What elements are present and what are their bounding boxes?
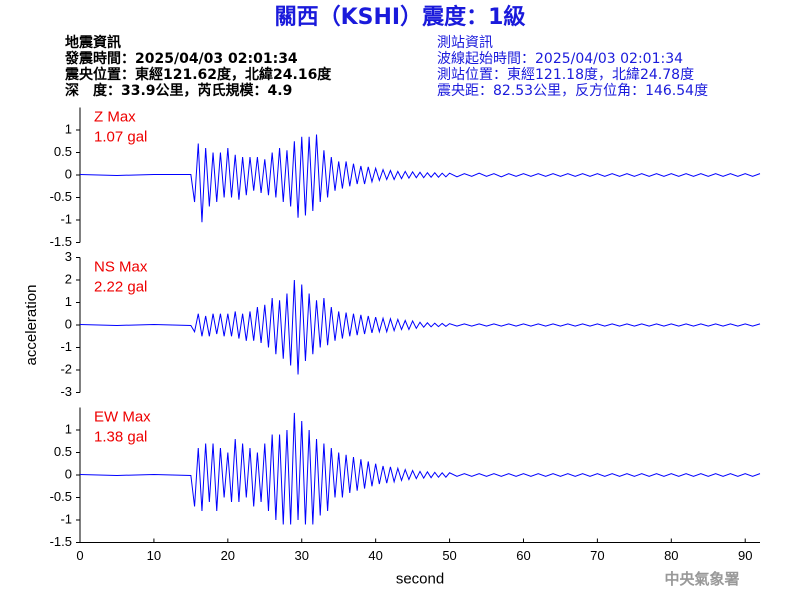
y-tick-label: -1.5 bbox=[50, 234, 72, 249]
y-tick-label: 1 bbox=[65, 294, 72, 309]
x-tick-label: 80 bbox=[664, 548, 678, 563]
x-tick-label: 10 bbox=[147, 548, 161, 563]
x-tick-label: 40 bbox=[368, 548, 382, 563]
x-tick-label: 70 bbox=[590, 548, 604, 563]
max-value: 2.22 gal bbox=[94, 278, 147, 295]
y-tick-label: -1 bbox=[60, 211, 72, 226]
y-tick-label: -1.5 bbox=[50, 534, 72, 549]
y-axis-label: acceleration bbox=[23, 285, 40, 366]
y-tick-label: 0.5 bbox=[54, 144, 72, 159]
y-tick-label: -0.5 bbox=[50, 489, 72, 504]
component-label: NS Max bbox=[94, 258, 148, 275]
waveform bbox=[79, 134, 761, 223]
y-tick-label: 0 bbox=[65, 466, 72, 481]
y-tick-label: -0.5 bbox=[50, 189, 72, 204]
station-info: 測站位置：東經121.18度，北緯24.78度 bbox=[437, 67, 694, 83]
y-tick-label: -1 bbox=[60, 511, 72, 526]
y-tick-label: -3 bbox=[60, 384, 72, 399]
y-tick-label: 3 bbox=[65, 249, 72, 264]
y-tick-label: 2 bbox=[65, 271, 72, 286]
y-tick-label: -1 bbox=[60, 339, 72, 354]
component-label: Z Max bbox=[94, 108, 136, 125]
max-value: 1.38 gal bbox=[94, 428, 147, 445]
y-tick-label: 0 bbox=[65, 166, 72, 181]
event-info: 深 度：33.9公里，芮氏規模：4.9 bbox=[65, 82, 292, 99]
station-info: 波線起始時間：2025/04/03 02:01:34 bbox=[437, 51, 683, 67]
x-tick-label: 0 bbox=[76, 548, 83, 563]
component-label: EW Max bbox=[94, 408, 151, 425]
waveform bbox=[79, 279, 761, 375]
event-info: 震央位置：東經121.62度，北緯24.16度 bbox=[64, 66, 332, 83]
x-tick-label: 30 bbox=[295, 548, 309, 563]
event-info: 地震資訊 bbox=[65, 34, 121, 51]
station-info: 測站資訊 bbox=[437, 35, 493, 51]
station-info: 震央距：82.53公里，反方位角：146.54度 bbox=[437, 83, 708, 99]
title: 關西（KSHI）震度：1級 bbox=[275, 4, 526, 30]
y-tick-label: 0.5 bbox=[54, 444, 72, 459]
event-info: 發震時間：2025/04/03 02:01:34 bbox=[64, 50, 298, 67]
x-tick-label: 20 bbox=[221, 548, 235, 563]
max-value: 1.07 gal bbox=[94, 128, 147, 145]
y-tick-label: 0 bbox=[65, 316, 72, 331]
waveform bbox=[79, 412, 761, 525]
x-axis-label: second bbox=[396, 570, 444, 587]
x-tick-label: 60 bbox=[516, 548, 530, 563]
x-tick-label: 90 bbox=[738, 548, 752, 563]
y-tick-label: -2 bbox=[60, 361, 72, 376]
agency: 中央氣象署 bbox=[664, 570, 739, 588]
x-tick-label: 50 bbox=[442, 548, 456, 563]
y-tick-label: 1 bbox=[65, 421, 72, 436]
y-tick-label: 1 bbox=[65, 121, 72, 136]
